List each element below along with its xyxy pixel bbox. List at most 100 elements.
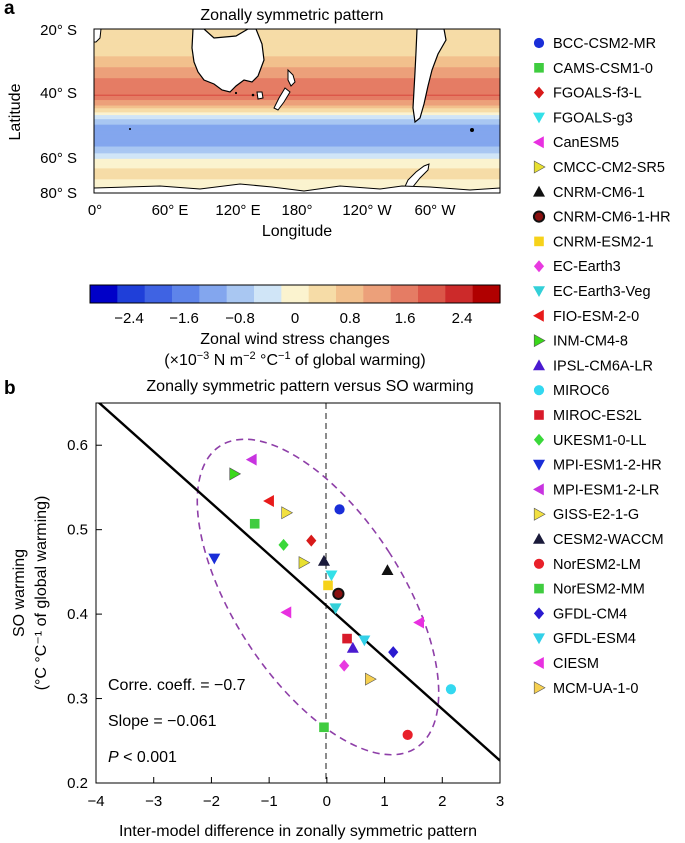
- colorbar-swatch: [363, 285, 392, 303]
- map-band: [94, 169, 500, 172]
- map-band: [94, 105, 500, 108]
- map-band: [94, 111, 500, 113]
- colorbar-swatch: [226, 285, 255, 303]
- map-band: [94, 94, 500, 97]
- cbar-tick-0-8: 0.8: [340, 310, 361, 327]
- map-band: [94, 61, 500, 64]
- scatter-x-ticks: −4 −3 −2 −1 0 1 2 3: [87, 777, 504, 810]
- legend-label-giss-e2-1-g: GISS-E2-1-G: [553, 507, 639, 523]
- map-band: [94, 165, 500, 168]
- colorbar-swatch: [254, 285, 282, 303]
- legend-marker-giss-e2-1-g: [533, 507, 546, 521]
- map-band: [94, 179, 500, 182]
- map-band: [94, 186, 500, 189]
- legend-marker-cnrm-cm6-1-hr: [532, 210, 546, 223]
- map-band: [94, 180, 500, 183]
- map-band: [94, 168, 500, 171]
- colorbar-swatch: [172, 285, 200, 303]
- point-cams-csm1-0: [249, 518, 260, 529]
- legend-label-miroc6: MIROC6: [553, 383, 609, 399]
- cbar-tick-neg2-4: −2.4: [114, 310, 144, 327]
- map-band: [94, 106, 500, 109]
- map-band: [94, 131, 500, 134]
- scatter-frame: [95, 402, 501, 784]
- p-value: < 0.001: [119, 749, 177, 766]
- map-band: [94, 75, 500, 78]
- lat-tick-20s: 20° S: [40, 22, 77, 39]
- x-tick-label: 0: [323, 793, 331, 810]
- map-band: [94, 132, 500, 135]
- map-band: [94, 119, 500, 122]
- map-band: [94, 80, 500, 83]
- legend-marker-ciesm: [533, 657, 544, 669]
- lat-tick-40s: 40° S: [40, 85, 77, 102]
- map-latitude-ticks: 20° S 40° S 60° S 80° S: [40, 22, 77, 202]
- legend-label-mpi-esm1-2-lr: MPI-ESM1-2-LR: [553, 482, 659, 498]
- legend-marker-noresm2-lm: [533, 558, 545, 569]
- legend-marker-gfdl-cm4: [533, 607, 545, 620]
- cbar-units-exp2: −2: [243, 350, 256, 362]
- map-band: [94, 68, 500, 71]
- cbar-tick-2-4: 2.4: [452, 310, 473, 327]
- map-band: [94, 139, 500, 142]
- point-cnrm-cm6-1-hr: [332, 587, 345, 600]
- map-band: [94, 54, 500, 57]
- map-longitude-ticks: 0° 60° E 120° E 180° 120° W 60° W: [88, 202, 457, 219]
- legend-label-cams-csm1-0: CAMS-CSM1-0: [553, 61, 653, 77]
- panel-b-letter: b: [4, 378, 16, 399]
- scatter-x-axis-label: Inter-model difference in zonally symmet…: [119, 823, 477, 840]
- map-band: [94, 183, 500, 186]
- cbar-units-exp1: −3: [197, 350, 210, 362]
- colorbar-swatch: [117, 285, 146, 303]
- map-band: [94, 49, 500, 52]
- legend-label-canesm5: CanESM5: [553, 135, 619, 151]
- colorbar-swatch: [472, 285, 501, 303]
- map-band: [94, 91, 500, 94]
- x-tick-label: 2: [438, 793, 446, 810]
- p-symbol: P: [108, 749, 119, 766]
- map-band: [94, 116, 500, 119]
- correlation-annotation: Corre. coeff. = −0.7: [108, 677, 246, 694]
- map-band: [94, 115, 500, 117]
- map-band: [94, 59, 500, 61]
- map-band: [94, 161, 500, 164]
- y-tick-label: 0.2: [67, 775, 88, 792]
- legend-label-ipsl-cm6a-lr: IPSL-CM6A-LR: [553, 358, 653, 374]
- point-mcm-ua-1-0: [365, 672, 377, 686]
- map-band: [94, 34, 500, 37]
- colorbar-swatch: [144, 285, 173, 303]
- x-tick-label: −4: [87, 793, 104, 810]
- lon-tick-0: 0°: [88, 202, 102, 219]
- cbar-tick-neg0-8: −0.8: [225, 310, 255, 327]
- map-band: [94, 71, 500, 74]
- legend-label-miroc-es2l: MIROC-ES2L: [553, 408, 642, 424]
- map-band: [94, 74, 500, 76]
- scatter-y-axis-label-line1: SO warming: [11, 549, 28, 637]
- map-band: [94, 93, 500, 96]
- map-band: [94, 70, 500, 72]
- legend-marker-ec-earth3-veg: [533, 286, 545, 297]
- map-band: [94, 63, 500, 66]
- map-band: [94, 90, 500, 93]
- map-band: [94, 45, 500, 48]
- map-band: [94, 121, 500, 124]
- map-band: [94, 149, 500, 152]
- lon-tick-60e: 60° E: [152, 202, 189, 219]
- map-band: [94, 128, 500, 131]
- legend-label-mpi-esm1-2-hr: MPI-ESM1-2-HR: [553, 458, 662, 474]
- map-band: [94, 97, 500, 100]
- point-gfdl-esm4: [358, 635, 371, 647]
- colorbar-swatch: [336, 285, 364, 303]
- colorbar-label-line1: Zonal wind stress changes: [200, 331, 389, 348]
- legend-label-fgoals-f3-l: FGOALS-f3-L: [553, 86, 642, 102]
- map-band: [94, 120, 500, 123]
- map-band: [94, 145, 500, 148]
- stats-annotations: Corre. coeff. = −0.7 Slope = −0.061 P < …: [108, 677, 246, 766]
- legend-marker-cnrm-esm2-1: [534, 236, 544, 247]
- scatter-y-axis-label-line2: (°C °C⁻¹ of global warming): [33, 496, 50, 691]
- point-miroc6: [445, 684, 457, 695]
- lon-tick-120w: 120° W: [342, 202, 392, 219]
- legend-label-ukesm1-0-ll: UKESM1-0-LL: [553, 433, 646, 449]
- legend-marker-gfdl-esm4: [533, 633, 545, 645]
- cbar-tick-0: 0: [291, 310, 299, 327]
